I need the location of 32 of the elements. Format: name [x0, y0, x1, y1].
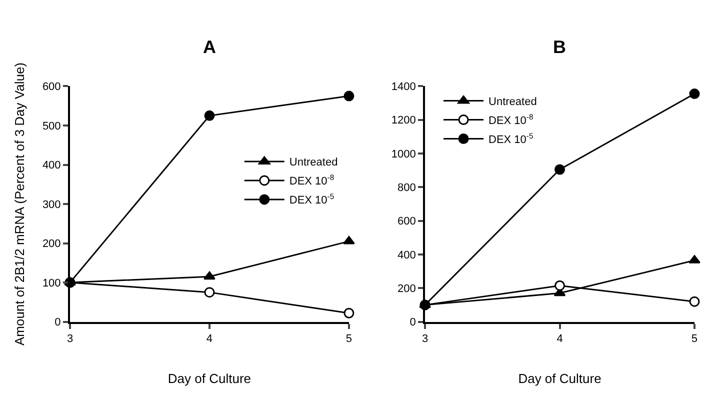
legend-label: DEX 10$^{-8}$ [289, 173, 334, 188]
y-tick-label: 1200 [391, 114, 416, 127]
legend-label: Untreated [488, 96, 537, 108]
y-tick-label: 500 [42, 120, 61, 132]
x-tick-label: 3 [422, 332, 428, 345]
y-tick-label: 400 [397, 249, 416, 262]
legend-label: DEX 10$^{-5}$ [488, 131, 534, 146]
x-tick-label: 3 [66, 332, 74, 345]
x-tick-label: 4 [556, 332, 563, 345]
chart-title: B [553, 37, 566, 57]
y-tick-label: 600 [397, 216, 416, 228]
y-tick-label: 200 [42, 238, 61, 250]
legend-label: DEX 10$^{-5}$ [289, 192, 334, 207]
chart-title: A [203, 37, 216, 57]
y-tick-label: 300 [42, 198, 61, 211]
x-tick-label: 4 [206, 332, 213, 345]
y-tick-label: 1000 [391, 148, 416, 160]
y-tick-label: 0 [54, 316, 61, 329]
x-tick-label: 5 [346, 332, 352, 345]
y-tick-label: 600 [42, 81, 61, 94]
y-tick-label: 800 [397, 182, 416, 194]
legend-label: DEX 10$^{-8}$ [488, 112, 534, 128]
y-axis-title: Amount of 2B1/2 mRNA (Percent of 3 Day Value) [12, 62, 27, 346]
y-tick-label: 0 [410, 316, 416, 329]
y-tick-label: 1400 [391, 81, 416, 94]
y-tick-label: 100 [42, 277, 61, 290]
x-axis-title: Day of Culture [168, 371, 252, 386]
y-tick-label: 200 [397, 282, 416, 295]
y-tick-label: 400 [42, 160, 61, 172]
x-axis-title: Day of Culture [518, 371, 602, 386]
legend-label: Untreated [289, 156, 338, 169]
x-tick-label: 5 [691, 332, 698, 345]
